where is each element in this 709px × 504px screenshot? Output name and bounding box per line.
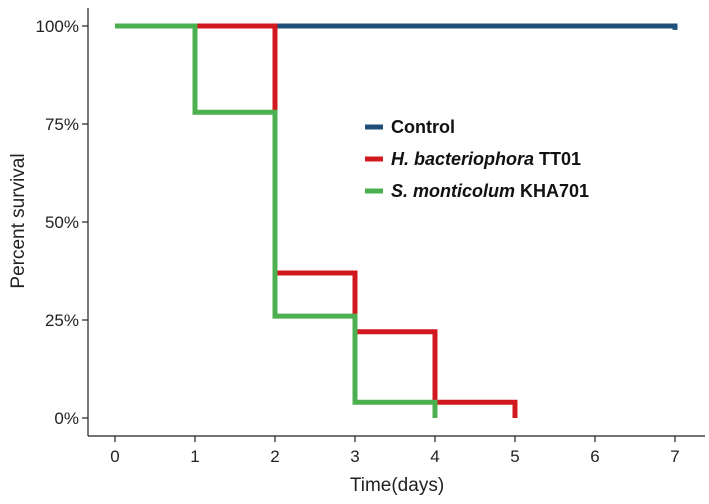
x-axis-title: Time(days) (350, 475, 444, 496)
y-tick-label: 25% (45, 311, 79, 330)
y-tick-label: 100% (36, 17, 79, 36)
x-tick-label: 5 (510, 447, 519, 466)
x-tick-label: 1 (190, 447, 199, 466)
series-layer (115, 23, 678, 418)
legend-label: H. bacteriophora TT01 (391, 149, 581, 169)
x-tick-label: 2 (270, 447, 279, 466)
axes: 0 1 2 3 4 5 6 7 0% 25% 50% 75% 100% (36, 8, 705, 466)
y-tick-label: 50% (45, 213, 79, 232)
x-tick-label: 4 (430, 447, 439, 466)
x-tick-label: 6 (590, 447, 599, 466)
y-tick-label: 0% (54, 409, 79, 428)
x-tick-label: 3 (350, 447, 359, 466)
legend-label: Control (391, 117, 455, 137)
y-tick-label: 75% (45, 115, 79, 134)
x-tick-label: 0 (110, 447, 119, 466)
series-line-h-bacteriophora-tt01 (115, 23, 518, 418)
series-line-control (115, 23, 678, 30)
legend-label: S. monticolum KHA701 (391, 181, 589, 201)
series-line-s-monticolum-kha701 (115, 23, 438, 418)
x-tick-label: 7 (670, 447, 679, 466)
legend: Control H. bacteriophora TT01 S. monticolu… (365, 117, 589, 201)
y-axis-title: Percent survival (8, 153, 29, 288)
